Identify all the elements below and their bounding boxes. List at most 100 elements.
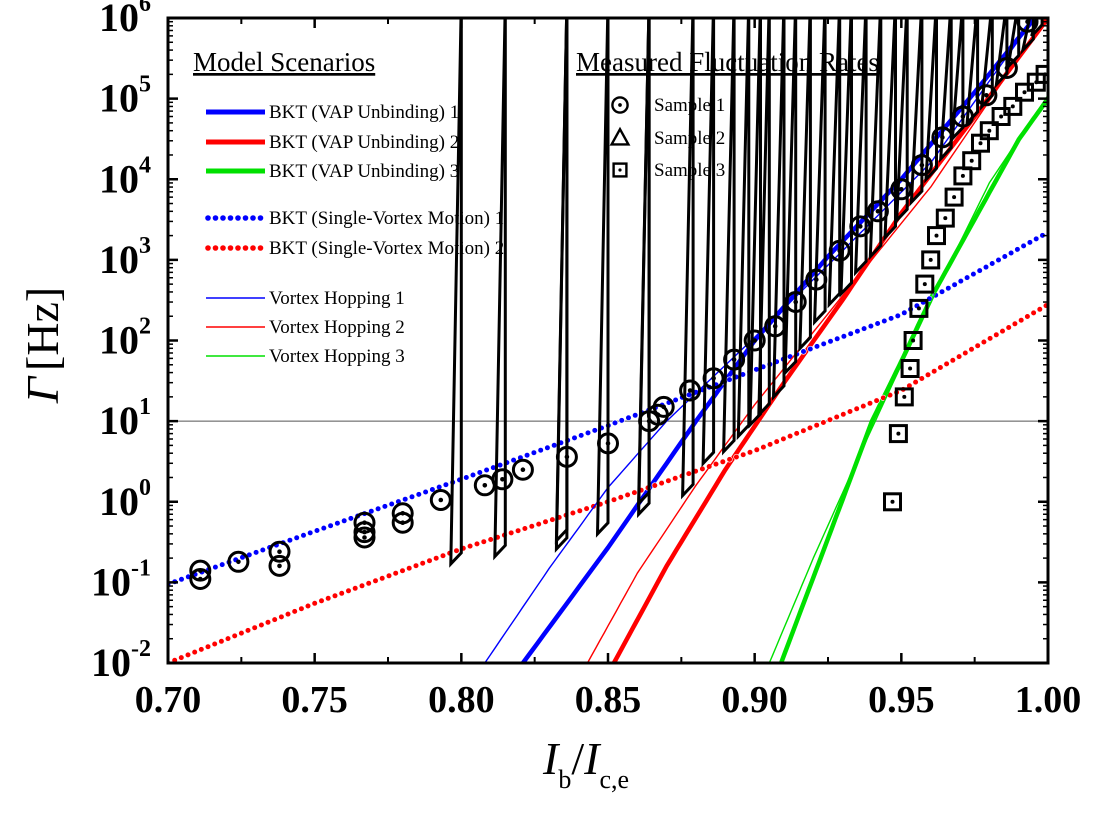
series-bkt-single-vortex-motion-2-dot [311,600,318,607]
x-tick-label: 0.90 [721,679,788,721]
series-bkt-single-vortex-motion-2-dot [651,482,658,489]
series-bkt-single-vortex-motion-2-dot [853,405,860,412]
series-bkt-single-vortex-motion-2-dot [1030,309,1037,317]
point-sample-3 [962,151,982,171]
point-sample-2 [883,18,898,242]
series-bkt-single-vortex-motion-2-dot [392,570,399,577]
y-tick-label: 104 [99,152,151,201]
y-tick-label: 101 [99,394,151,443]
series-bkt-single-vortex-motion-2-dot [624,491,631,499]
legend-label: Vortex Hopping 3 [269,346,405,367]
series-bkt-single-vortex-motion-2-dot [943,360,950,368]
point-sample-3 [921,250,941,270]
series-bkt-single-vortex-motion-2-dot [576,507,583,514]
y-tick-label: 10-1 [91,555,151,604]
series-bkt-single-vortex-motion-1-dot [259,546,266,554]
series-bkt-single-vortex-motion-2-dot [1011,320,1019,327]
series-bkt-single-vortex-motion-2-dot [962,349,969,357]
series-bkt-single-vortex-motion-2-dot [238,629,245,637]
series-bkt-single-vortex-motion-2-dot [993,331,1000,338]
series-bkt-single-vortex-motion-1-dot [584,429,592,437]
legend-swatch-dot [205,245,211,251]
series-bkt-single-vortex-motion-1-dot [429,486,436,493]
series-bkt-single-vortex-motion-1-dot [874,320,881,327]
series-bkt-single-vortex-motion-1-dot [591,427,598,434]
point-sample-3 [903,331,923,350]
series-bkt-single-vortex-motion-2-dot [278,613,285,621]
legend-label: Vortex Hopping 1 [269,288,405,309]
point-sample-1 [511,458,534,481]
legend-item-bkt-vap-unbinding-1: BKT (VAP Unbinding) 1 [206,102,459,123]
series-bkt-single-vortex-motion-1-dot [685,391,693,399]
x-tick-label: 0.75 [281,679,348,721]
series-bkt-single-vortex-motion-2-dot [224,635,232,642]
series-bkt-single-vortex-motion-2-dot [271,616,278,623]
series-bkt-single-vortex-motion-2-dot [521,525,529,532]
y-tick-label: 106 [99,0,151,40]
series-bkt-single-vortex-motion-2-dot [473,540,481,548]
legend-swatch-dot [250,215,256,221]
point-sample-2 [798,18,812,353]
legend-swatch-dot [242,215,249,221]
series-bkt-single-vortex-motion-1-dot [611,419,619,427]
series-bkt-single-vortex-motion-2-dot [184,651,192,659]
point-sample-1 [268,540,291,563]
series-bkt-single-vortex-motion-1-dot [820,340,827,348]
series-bkt-single-vortex-motion-1-dot [375,505,382,512]
series-bkt-single-vortex-motion-1-dot [523,452,531,459]
series-bkt-single-vortex-motion-2-dot [325,595,332,602]
legend-swatch-dot [257,215,264,221]
series-bkt-single-vortex-motion-1-dot [901,309,908,316]
series-bkt-single-vortex-motion-1-dot [178,576,185,583]
legend-item-vortex-hopping-3: Vortex Hopping 3 [206,346,405,367]
series-bkt-single-vortex-motion-2-dot [399,567,406,574]
legend-label: Sample 3 [654,160,725,181]
series-bkt-single-vortex-motion-2-dot [211,640,218,648]
x-tick-label: 1.00 [1015,679,1082,721]
series-bkt-single-vortex-motion-1-dot [995,256,1002,264]
series-bkt-single-vortex-motion-1-dot [970,271,977,278]
y-tick-label: 10-2 [91,636,151,685]
legend-marker-sample-2 [609,126,631,146]
series-bkt-single-vortex-motion-1-dot [813,343,821,350]
svg-text:Γ[Hz]: Γ [Hz] [17,287,68,404]
series-bkt-single-vortex-motion-2-dot [304,602,312,610]
legend-swatch-dot [250,245,256,251]
series-bkt-single-vortex-motion-2-dot [264,619,272,626]
series-bkt-single-vortex-motion-1-dot [945,285,952,292]
legend-item-bkt-single-vortex-motion-2: BKT (Single-Vortex Motion) 2 [205,238,504,259]
point-sample-1 [353,526,376,549]
series-bkt-single-vortex-motion-2-dot [672,475,679,482]
series-bkt-single-vortex-motion-1-dot [253,549,260,556]
point-sample-2 [757,18,771,419]
y-tick-label: 105 [99,72,151,121]
series-bkt-single-vortex-motion-2-dot [298,605,305,612]
point-sample-3 [909,298,929,318]
point-sample-2 [895,18,909,225]
series-bkt-single-vortex-motion-1-dot [887,315,895,322]
legend-label: BKT (Single-Vortex Motion) 2 [269,238,504,259]
series-bkt-single-vortex-motion-1-dot [347,515,355,522]
legend-label: BKT (VAP Unbinding) 2 [269,132,459,153]
series-bkt-single-vortex-motion-1-dot [854,328,861,335]
legend-label: Sample 2 [654,128,725,149]
series-bkt-single-vortex-motion-2-dot [860,403,867,410]
series-bkt-single-vortex-motion-2-dot [699,465,706,473]
series-bkt-single-vortex-motion-2-dot [1005,324,1012,331]
x-axis-label-main: I [542,733,561,784]
series-bkt-single-vortex-motion-2-dot [385,572,393,579]
series-bkt-single-vortex-motion-1-dot [530,449,538,456]
series-bkt-single-vortex-motion-2-dot [617,494,624,501]
series-bkt-single-vortex-motion-1-dot [408,493,416,500]
point-sample-2 [853,18,868,277]
series-bkt-single-vortex-motion-1-dot [867,323,875,330]
series-bkt-single-vortex-motion-1-dot [313,527,321,534]
series-bkt-single-vortex-motion-1-dot [834,335,841,342]
legend-item-sample-3: Sample 3 [612,160,725,181]
series-bkt-single-vortex-motion-2-dot [800,427,807,434]
legend-label: Sample 1 [654,95,725,116]
series-bkt-single-vortex-motion-2-dot [345,587,352,594]
point-sample-2 [965,18,980,128]
series-bkt-single-vortex-motion-2-dot [244,627,252,634]
series-bkt-single-vortex-motion-2 [168,302,1048,663]
